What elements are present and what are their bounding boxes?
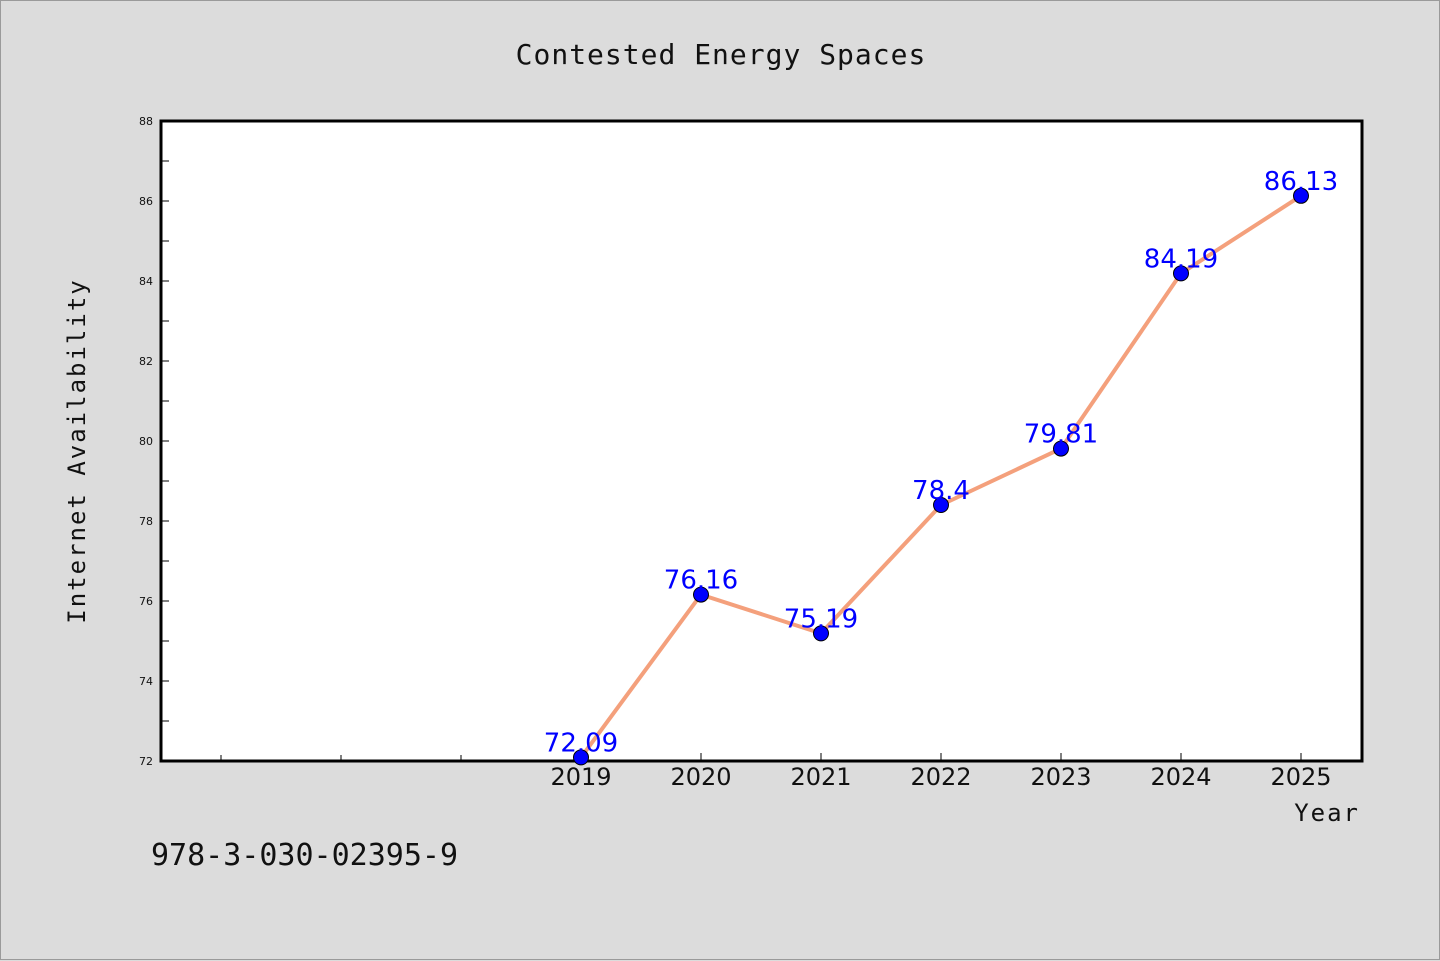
y-tick-label: 86 [139, 195, 153, 208]
x-tick-label: 2023 [1030, 763, 1091, 791]
data-label: 72.09 [544, 728, 618, 758]
y-tick-label: 76 [139, 595, 153, 608]
series-markers [573, 187, 1309, 766]
data-label: 86.13 [1264, 167, 1338, 197]
data-label: 76.16 [664, 566, 738, 596]
data-point [573, 749, 589, 766]
x-axis-label: Year [1294, 799, 1360, 827]
data-point [1173, 265, 1189, 282]
data-labels: 72.09 76.16 75.19 78.4 79.81 84.19 86.13 [544, 167, 1338, 759]
y-tick-label: 82 [139, 355, 153, 368]
x-tick-label: 2021 [790, 763, 851, 791]
x-tick-label: 2025 [1270, 763, 1331, 791]
data-label: 79.81 [1024, 420, 1098, 450]
x-axis-ticks: 2019 2020 2021 2022 2023 2024 2025 [220, 753, 1332, 791]
data-point [1293, 187, 1309, 204]
x-tick-label: 2022 [910, 763, 971, 791]
y-tick-label: 78 [139, 515, 153, 528]
data-label: 75.19 [784, 604, 858, 634]
plot-area [159, 119, 1364, 763]
x-tick-label: 2024 [1150, 763, 1211, 791]
y-tick-label: 80 [139, 435, 153, 448]
x-tick-label: 2019 [550, 763, 611, 791]
data-point [693, 586, 709, 603]
y-tick-label: 72 [139, 755, 153, 768]
data-label: 84.19 [1144, 244, 1218, 274]
y-axis-ticks: 72 74 76 78 80 82 84 86 88 [139, 115, 169, 768]
x-tick-label: 2020 [670, 763, 731, 791]
y-tick-label: 74 [139, 675, 153, 688]
y-axis-label: Internet Availability [63, 278, 91, 623]
data-point [1053, 440, 1069, 457]
chart-title: Contested Energy Spaces [516, 38, 927, 71]
data-point [933, 497, 949, 513]
data-label: 78.4 [912, 476, 970, 506]
footnote-isbn: 978-3-030-02395-9 [151, 838, 458, 873]
y-tick-label: 88 [139, 115, 153, 128]
y-tick-label: 84 [139, 275, 153, 288]
data-point [813, 625, 829, 642]
